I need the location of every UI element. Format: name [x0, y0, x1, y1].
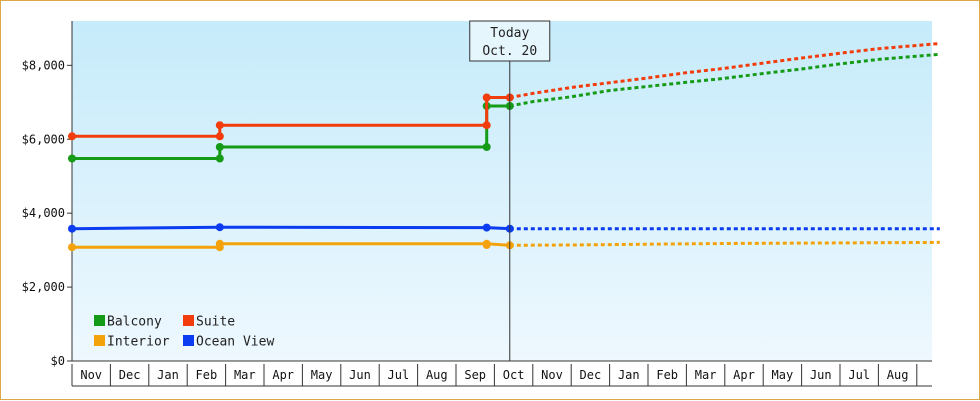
x-tick-label: Dec [580, 368, 602, 382]
data-point-interior [215, 239, 224, 248]
data-point-suite [482, 121, 491, 130]
series-interior [68, 239, 940, 252]
x-tick-label: Mar [234, 368, 256, 382]
series-suite [68, 42, 940, 141]
x-axis: Nov Dec Jan Feb Mar Apr May Jun Jul Aug Sep Oct Nov D… [71, 360, 932, 387]
y-tick-label: $8,000 [22, 58, 65, 72]
data-point-ocean-view [482, 223, 491, 232]
data-point-suite [68, 132, 76, 141]
x-tick-label: Apr [272, 368, 294, 382]
series-layer [68, 42, 940, 252]
plot-area [72, 21, 932, 361]
x-tick-label: Feb [196, 368, 218, 382]
legend-swatch-ocean-view [183, 335, 194, 346]
today-box [469, 20, 551, 62]
data-point-interior [68, 243, 76, 252]
x-tick-label: Aug [426, 368, 448, 382]
data-point-balcony [68, 154, 76, 163]
x-tick-label: Feb [656, 368, 678, 382]
legend-label-ocean-view: Ocean View [196, 335, 274, 350]
data-point-ocean-view [68, 224, 76, 233]
y-tick-label: $6,000 [22, 132, 65, 146]
y-tick-label: $2,000 [22, 280, 65, 294]
y-tick-label: $0 [51, 354, 65, 368]
x-tick-label: Jul [848, 368, 870, 382]
data-point-balcony [215, 143, 224, 151]
data-point-suite [482, 93, 491, 102]
legend-label-suite: Suite [196, 315, 235, 330]
today-label: Today [490, 26, 529, 41]
legend-swatch-suite [183, 315, 194, 326]
legend-label-balcony: Balcony [107, 315, 162, 330]
x-tick-label: Jan [157, 368, 179, 382]
legend: Balcony Suite Interior Ocean View [94, 315, 274, 350]
today-marker: Today Oct. 20 [469, 20, 551, 361]
legend-label-interior: Interior [107, 335, 170, 350]
x-tick-label: Oct [503, 368, 525, 382]
x-tick-label: Jun [349, 368, 371, 382]
y-axis: $0 $2,000 $4,000 $6,000 $8,000 [22, 21, 73, 368]
today-date: Oct. 20 [482, 44, 537, 59]
x-tick-label: Jan [618, 368, 640, 382]
x-tick-label: Mar [695, 368, 717, 382]
legend-swatch-interior [94, 335, 105, 346]
series-ocean-view [68, 223, 940, 233]
x-tick-label: May [311, 368, 333, 382]
data-point-ocean-view [215, 223, 224, 232]
legend-swatch-balcony [94, 315, 105, 326]
data-point-suite [215, 121, 224, 130]
y-tick-label: $4,000 [22, 206, 65, 220]
x-tick-label: Dec [119, 368, 141, 382]
series-forecast-suite [509, 42, 940, 99]
data-point-suite [215, 132, 224, 141]
x-tick-label: Jul [388, 368, 410, 382]
x-tick-label: Apr [733, 368, 755, 382]
data-point-interior [482, 241, 491, 249]
x-tick-label: Aug [887, 368, 909, 382]
series-balcony [68, 52, 940, 163]
series-forecast-balcony [509, 52, 940, 108]
x-tick-label: May [772, 368, 794, 382]
data-point-balcony [215, 154, 224, 163]
x-tick-label: Jun [810, 368, 832, 382]
series-line-ocean-view [71, 225, 510, 231]
x-tick-label: Sep [464, 368, 486, 382]
data-point-balcony [482, 143, 491, 151]
x-tick-label: Nov [541, 368, 563, 382]
x-tick-label: Nov [80, 368, 102, 382]
